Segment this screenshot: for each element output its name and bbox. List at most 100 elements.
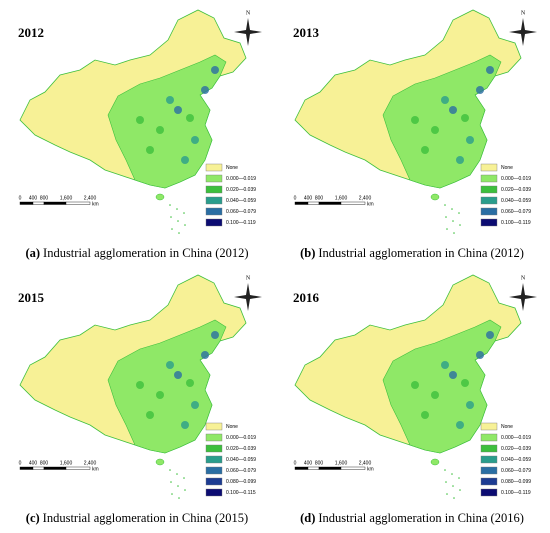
islet (446, 493, 448, 495)
scale-segment (318, 201, 342, 205)
legend-label: 0.100—0.119 (226, 220, 256, 226)
legend-swatch (480, 444, 498, 453)
legend: None 0.000—0.019 0.020—0.039 0.040—0.059 0.0… (480, 422, 531, 497)
region-spot (461, 379, 469, 387)
islet (459, 489, 461, 491)
legend-label: None (226, 424, 238, 430)
panel-year: 2012 (18, 25, 44, 40)
region-spot (166, 96, 174, 104)
legend-swatch (480, 455, 498, 464)
islet (183, 212, 185, 214)
region-spot (449, 371, 457, 379)
scale-segment (32, 466, 45, 470)
scale-label: 400 (304, 195, 313, 201)
scale-label: 0 (19, 460, 22, 466)
region-spot (174, 371, 182, 379)
scale-segment (19, 201, 34, 205)
caption-label: (c) (26, 511, 40, 525)
legend-swatch (480, 163, 498, 172)
legend-swatch (205, 455, 223, 464)
legend-label: None (501, 165, 513, 171)
legend-label: 0.020—0.039 (226, 446, 256, 452)
islet (445, 481, 447, 483)
scale-label: 2,400 (84, 460, 97, 466)
island (155, 193, 165, 201)
scale-label: 0 (19, 195, 22, 201)
legend-swatch (205, 477, 223, 486)
islet (451, 473, 453, 475)
region-spot (441, 96, 449, 104)
legend-swatch (205, 196, 223, 205)
legend-swatch (205, 488, 223, 497)
caption: (c) Industrial agglomeration in China (20… (26, 511, 248, 525)
legend-swatch (480, 174, 498, 183)
legend-swatch (205, 163, 223, 172)
island (430, 193, 440, 201)
islet (177, 220, 179, 222)
legend-swatch (205, 422, 223, 431)
scale-unit: km (367, 466, 374, 472)
legend: None 0.000—0.019 0.020—0.039 0.040—0.059 0.0… (205, 422, 256, 497)
legend-swatch (205, 207, 223, 216)
legend-label: None (226, 165, 238, 171)
caption: (d) Industrial agglomeration in China (20… (300, 511, 524, 525)
legend-label: 0.100—0.119 (501, 220, 531, 226)
scale-label: 0 (294, 195, 297, 201)
islet (178, 497, 180, 499)
compass: N (234, 10, 262, 46)
legend-label: 0.020—0.039 (501, 187, 531, 193)
region-spot (449, 106, 457, 114)
islet (458, 477, 460, 479)
legend-label: 0.040—0.059 (501, 198, 531, 204)
region-spot (486, 66, 494, 74)
scale-segment (340, 201, 366, 205)
compass-star (234, 283, 262, 311)
legend-swatch (205, 444, 223, 453)
legend-label: 0.000—0.019 (226, 176, 256, 182)
scale-unit: km (92, 201, 99, 207)
legend-label: 0.060—0.079 (501, 209, 531, 215)
compass-label: N (521, 275, 526, 281)
compass: N (509, 10, 537, 46)
islet (459, 224, 461, 226)
scale-label: 1,600 (335, 460, 348, 466)
legend-label: 0.060—0.079 (226, 468, 256, 474)
legend-swatch (480, 196, 498, 205)
legend-swatch (205, 433, 223, 442)
region-spot (456, 421, 464, 429)
islet (169, 204, 171, 206)
legend-swatch (205, 218, 223, 227)
region-spot (211, 66, 219, 74)
region-spot (186, 114, 194, 122)
legend-swatch (480, 488, 498, 497)
scale-label: 1,600 (60, 195, 73, 201)
caption-text: Industrial agglomeration in China (2012) (318, 246, 524, 260)
legend-label: 0.060—0.079 (501, 468, 531, 474)
islet (444, 469, 446, 471)
islet (452, 485, 454, 487)
legend-label: 0.020—0.039 (501, 446, 531, 452)
caption: (a) Industrial agglomeration in China (20… (25, 246, 248, 260)
islet (452, 220, 454, 222)
region-spot (136, 116, 144, 124)
compass-label: N (521, 10, 526, 16)
scale-label: 2,400 (84, 195, 97, 201)
caption-text: Industrial agglomeration in China (2012) (43, 246, 249, 260)
map-panel: 2013 N None 0.000—0.019 0.020—0.039 0.040—0.0… (293, 9, 537, 260)
scale-unit: km (367, 201, 374, 207)
compass-star (509, 18, 537, 46)
caption-label: (b) (300, 246, 315, 260)
scale-label: 1,600 (335, 195, 348, 201)
compass: N (509, 275, 537, 311)
region-spot (421, 146, 429, 154)
legend-swatch (205, 466, 223, 475)
compass-star (509, 283, 537, 311)
eastern-region (107, 54, 227, 189)
map-panel: 2015 N None 0.000—0.019 0.020—0.039 0.040—0.0… (18, 274, 262, 525)
scale-segment (307, 201, 320, 205)
region-spot (421, 411, 429, 419)
scale-label: 2,400 (359, 460, 372, 466)
eastern-region (382, 319, 502, 454)
islet (178, 232, 180, 234)
island (430, 458, 440, 466)
